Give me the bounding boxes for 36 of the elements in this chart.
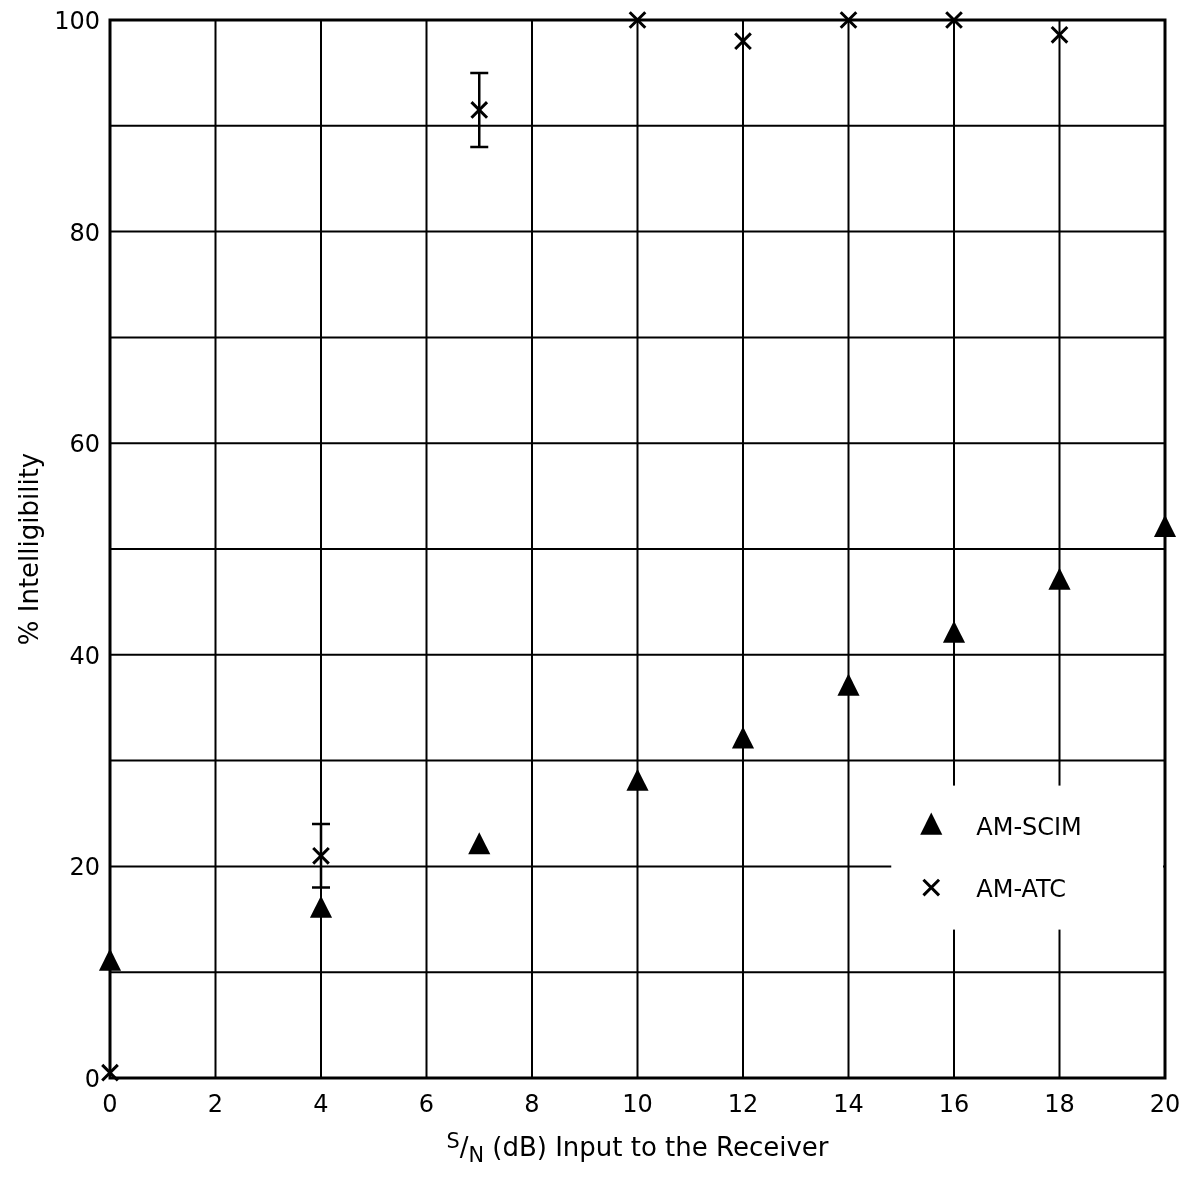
y-tick-label: 20: [69, 853, 100, 882]
point: [837, 673, 860, 696]
y-tick-label: 0: [84, 1065, 100, 1093]
y-tick-label: 40: [69, 641, 100, 670]
y-tick-label: 60: [69, 430, 100, 459]
x-tick-label: 16: [938, 1090, 970, 1118]
x-tick-label: 18: [1044, 1090, 1075, 1118]
y-tick-label: 100: [54, 7, 100, 35]
point: [839, 10, 858, 30]
point: [942, 620, 966, 643]
x-tick-label: 8: [524, 1090, 540, 1118]
point: [1153, 514, 1177, 537]
x-tick-label: 12: [727, 1090, 759, 1118]
x-tick-label: 6: [418, 1090, 435, 1118]
point: [469, 100, 489, 120]
legend-label: AM-ATC: [976, 874, 1067, 903]
x-tick-label: 4: [313, 1090, 329, 1118]
x-tick-label: 14: [833, 1090, 864, 1118]
x-tick-label: 2: [207, 1090, 224, 1118]
point: [626, 768, 649, 791]
point: [309, 895, 333, 918]
point: [944, 10, 964, 30]
point: [1050, 25, 1069, 45]
legend-label: AM-SCIM: [976, 812, 1082, 841]
x-axis-title: $^{S}$/$_{N}$ (dB) Input to the Receiver: [446, 1128, 829, 1168]
point: [733, 31, 753, 51]
point: [1048, 567, 1071, 590]
point: [731, 726, 755, 749]
x-tick-label: 0: [102, 1090, 118, 1118]
point: [98, 948, 122, 971]
point: [628, 10, 647, 30]
point: [468, 832, 491, 855]
y-axis-title: % Intelligibility: [14, 452, 44, 646]
x-tick-label: 20: [1149, 1090, 1181, 1118]
x-tick-label: 10: [622, 1090, 653, 1118]
y-tick-label: 80: [69, 218, 100, 247]
